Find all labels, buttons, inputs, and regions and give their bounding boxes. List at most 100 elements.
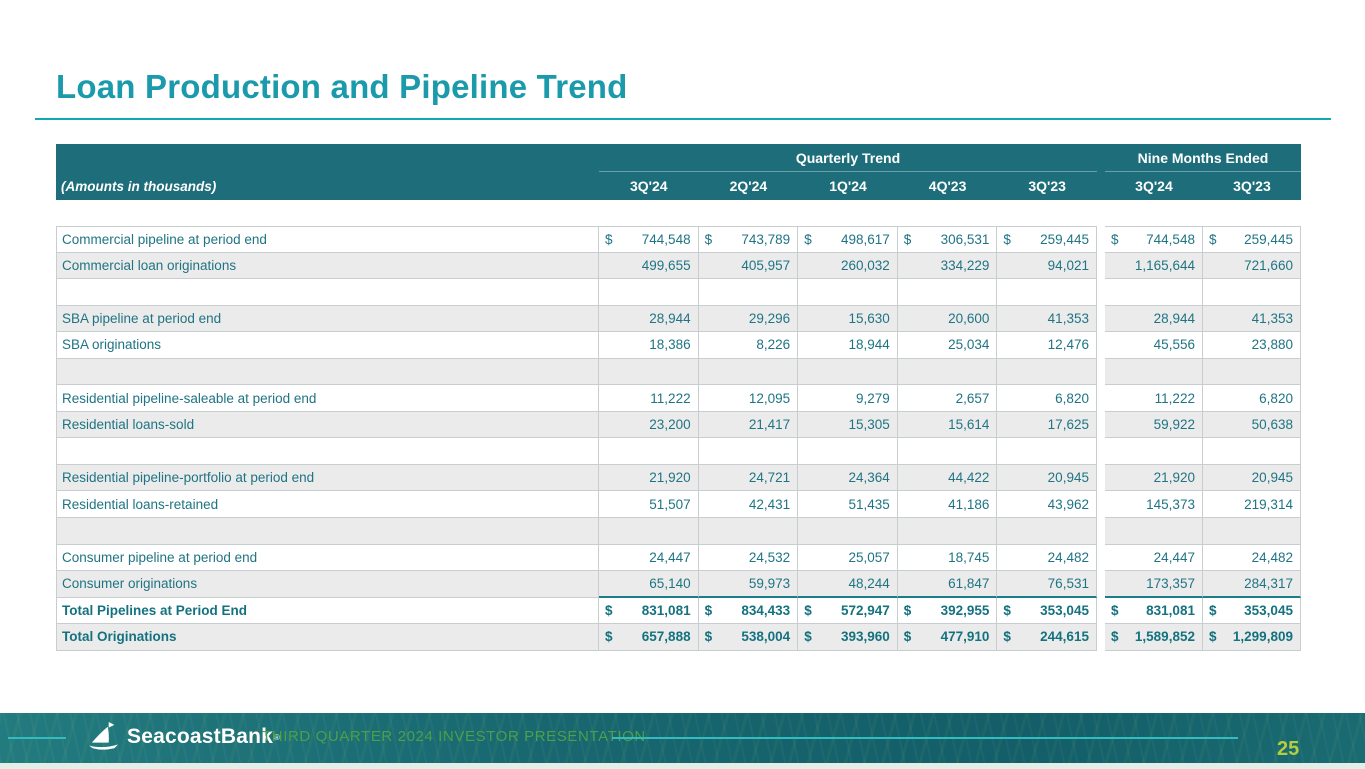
value-cell — [698, 518, 799, 545]
nine-month-column-headers: 3Q'24 3Q'23 — [1105, 178, 1301, 194]
value: 65,140 — [649, 575, 691, 591]
value-cell: $498,617 — [798, 226, 898, 253]
value: 259,445 — [1244, 231, 1293, 247]
value: 21,417 — [748, 417, 791, 433]
value: 48,244 — [848, 575, 890, 591]
value: 6,820 — [1055, 390, 1089, 406]
spacer-row — [56, 438, 1301, 465]
row-label: Total Originations — [56, 624, 599, 651]
value-cell: 20,600 — [897, 305, 998, 333]
value-cell: 28,944 — [1104, 305, 1203, 333]
value: 334,229 — [940, 257, 990, 273]
value: 43,962 — [1047, 496, 1089, 512]
section-gap — [1096, 597, 1105, 625]
column-header-nine-month: 3Q'24 — [1135, 178, 1173, 194]
dollar-sign: $ — [1110, 231, 1119, 247]
value-cell: 25,057 — [798, 544, 898, 572]
value: 538,004 — [741, 629, 791, 645]
value: 15,630 — [848, 310, 890, 326]
value-cell: 51,507 — [599, 491, 699, 519]
value-cell: $353,045 — [997, 597, 1097, 625]
value-cell — [897, 358, 998, 386]
table-row: Residential loans-retained 51,507 42,431 51… — [56, 491, 1301, 519]
value: 12,095 — [748, 390, 791, 406]
value-cell: 45,556 — [1104, 332, 1203, 359]
value-cell: 24,482 — [997, 544, 1097, 572]
value: 59,922 — [1153, 417, 1195, 433]
footer-bottom-strip — [0, 763, 1365, 769]
value-cell: 260,032 — [798, 252, 898, 280]
column-header-quarter: 4Q'23 — [928, 178, 967, 194]
dollar-sign: $ — [704, 629, 713, 645]
value-cell: 24,364 — [798, 464, 898, 492]
value-cell: $306,531 — [897, 226, 998, 253]
value: 41,353 — [1047, 310, 1089, 326]
section-gap — [1096, 385, 1105, 412]
value: 28,944 — [649, 310, 691, 326]
row-label: SBA pipeline at period end — [56, 305, 599, 333]
section-gap — [1096, 464, 1105, 492]
value: 499,655 — [641, 257, 691, 273]
value: 94,021 — [1047, 257, 1089, 273]
value-cell: 28,944 — [599, 305, 699, 333]
section-gap — [1096, 332, 1105, 359]
footer-presentation-title: THIRD QUARTER 2024 INVESTOR PRESENTATION — [262, 728, 646, 745]
value-cell — [1202, 518, 1301, 545]
value: 44,422 — [948, 470, 990, 486]
value: 260,032 — [840, 257, 890, 273]
value-cell: $831,081 — [1104, 597, 1203, 625]
section-gap — [1096, 305, 1105, 333]
value-cell — [698, 358, 799, 386]
value-cell — [897, 438, 998, 465]
value-cell: $834,433 — [698, 597, 799, 625]
value: 219,314 — [1244, 496, 1293, 512]
value: 20,945 — [1251, 470, 1293, 486]
page-title: Loan Production and Pipeline Trend — [56, 68, 628, 105]
value-cell: $744,548 — [599, 226, 699, 253]
value-cell: 24,447 — [1104, 544, 1203, 572]
row-label — [56, 518, 599, 545]
value: 173,357 — [1146, 575, 1195, 591]
section-gap — [1096, 358, 1105, 386]
value: 572,947 — [840, 602, 890, 618]
value: 23,880 — [1251, 337, 1293, 353]
value: 51,435 — [848, 496, 890, 512]
value: 721,660 — [1244, 257, 1293, 273]
value-cell: $744,548 — [1104, 226, 1203, 253]
value-cell: 23,200 — [599, 411, 699, 439]
footer-divider-left — [8, 737, 66, 739]
value-cell: 25,034 — [897, 332, 998, 359]
group-header-nine-months-ended: Nine Months Ended — [1105, 144, 1301, 172]
row-label: Total Pipelines at Period End — [56, 597, 599, 625]
row-label — [56, 438, 599, 465]
value: 12,476 — [1047, 337, 1089, 353]
value-cell: $831,081 — [599, 597, 699, 625]
value: 24,532 — [748, 549, 791, 565]
column-header-quarter: 3Q'23 — [1028, 178, 1066, 194]
spacer-row — [56, 279, 1301, 306]
group-header-quarterly-trend: Quarterly Trend — [599, 144, 1097, 172]
value: 2,657 — [955, 390, 990, 406]
dollar-sign: $ — [804, 602, 812, 618]
value-cell: $538,004 — [698, 624, 799, 651]
value-cell — [798, 279, 898, 306]
group-header-row: Quarterly Trend Nine Months Ended — [56, 144, 1301, 172]
value: 41,353 — [1251, 310, 1293, 326]
value: 259,445 — [1040, 231, 1089, 247]
value-cell: 24,482 — [1202, 544, 1301, 572]
value: 9,279 — [855, 390, 890, 406]
row-label: Residential loans-sold — [56, 411, 599, 439]
value-cell: 42,431 — [698, 491, 799, 519]
value: 25,057 — [848, 549, 890, 565]
value-cell — [599, 518, 699, 545]
value: 23,200 — [649, 417, 691, 433]
value-cell: $259,445 — [997, 226, 1097, 253]
value-cell: 9,279 — [798, 385, 898, 412]
section-gap — [1096, 518, 1105, 545]
footer-divider-right — [612, 737, 1238, 739]
value: 306,531 — [940, 231, 990, 247]
value-cell: 18,944 — [798, 332, 898, 359]
column-header-quarter: 2Q'24 — [729, 178, 768, 194]
row-label: Commercial pipeline at period end — [56, 226, 599, 253]
